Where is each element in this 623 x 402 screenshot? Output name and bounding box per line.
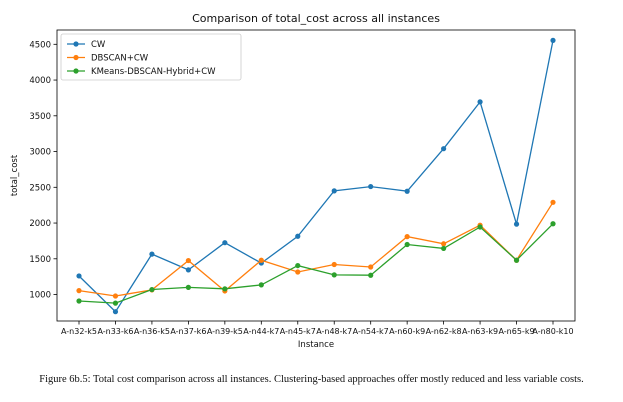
data-point [441, 241, 447, 247]
data-point [550, 221, 556, 227]
data-point [331, 272, 337, 278]
data-point [513, 221, 520, 227]
y-tick-label: 2000 [29, 219, 51, 229]
data-point [112, 309, 119, 315]
data-point [550, 199, 556, 205]
data-point [331, 188, 337, 194]
data-point [295, 262, 301, 269]
legend-label: KMeans-DBSCAN-Hybrid+CW [91, 67, 216, 77]
data-point [331, 261, 337, 268]
y-tick-label: 3500 [29, 112, 51, 122]
legend-swatch-marker [73, 68, 79, 74]
data-point [222, 286, 228, 292]
x-tick-label: A-n44-k7 [243, 327, 279, 336]
data-point [149, 286, 155, 293]
data-point [441, 146, 447, 152]
x-tick-label: A-n48-k7 [316, 327, 352, 336]
legend-swatch-marker [73, 41, 79, 47]
data-point [295, 269, 301, 275]
data-point [441, 245, 447, 252]
x-axis-label: Instance [298, 340, 334, 350]
series-line-0 [78, 40, 554, 313]
y-axis-label: total_cost [10, 154, 20, 196]
legend-label: CW [91, 40, 106, 50]
series-line-1 [78, 201, 554, 297]
x-tick-label: A-n80-k10 [532, 327, 573, 336]
x-tick-label: A-n33-k6 [97, 327, 133, 336]
data-point [550, 37, 556, 43]
data-point [112, 293, 119, 299]
data-point [513, 257, 520, 263]
legend-swatch-marker [73, 54, 79, 61]
data-point [368, 272, 374, 278]
data-point [76, 288, 82, 294]
data-point [112, 300, 119, 306]
data-point [477, 224, 483, 230]
y-tick-label: 2500 [29, 183, 51, 193]
line-chart: Comparison of total_cost across all inst… [10, 12, 576, 350]
x-tick-label: A-n60-k9 [389, 327, 425, 336]
data-point [368, 183, 374, 190]
data-point [368, 264, 374, 270]
data-point [222, 240, 228, 246]
data-point [477, 99, 483, 105]
data-point [404, 241, 410, 248]
data-point [404, 234, 410, 240]
legend-box [60, 33, 242, 81]
figure-caption: Figure 6b.5: Total cost comparison acros… [39, 374, 584, 385]
data-point [149, 251, 155, 257]
data-point [185, 257, 191, 264]
data-point [185, 284, 191, 290]
y-tick-label: 3000 [29, 148, 51, 158]
series-line-2 [78, 223, 554, 304]
data-point [295, 233, 301, 239]
x-tick-label: A-n39-k5 [207, 327, 243, 336]
x-tick-label: A-n62-k8 [426, 327, 462, 336]
data-point [258, 282, 264, 288]
x-tick-label: A-n45-k7 [280, 327, 316, 336]
data-point [258, 257, 264, 263]
x-tick-label: A-n63-k9 [462, 327, 498, 336]
legend-label: DBSCAN+CW [91, 54, 149, 64]
data-point [404, 188, 410, 194]
x-tick-label: A-n54-k7 [353, 327, 389, 336]
y-tick-label: 1500 [29, 255, 51, 265]
data-point [76, 273, 82, 279]
y-tick-label: 1000 [29, 291, 51, 301]
x-tick-label: A-n36-k5 [134, 327, 170, 336]
data-point [76, 298, 82, 304]
y-tick-label: 4500 [29, 40, 51, 50]
data-point [185, 267, 191, 273]
chart-title: Comparison of total_cost across all inst… [192, 12, 440, 25]
x-tick-label: A-n37-k6 [170, 327, 206, 336]
y-tick-label: 4000 [29, 76, 51, 86]
x-tick-label: A-n65-k9 [499, 327, 535, 336]
plot-frame [56, 29, 576, 322]
x-tick-label: A-n32-k5 [61, 327, 97, 336]
